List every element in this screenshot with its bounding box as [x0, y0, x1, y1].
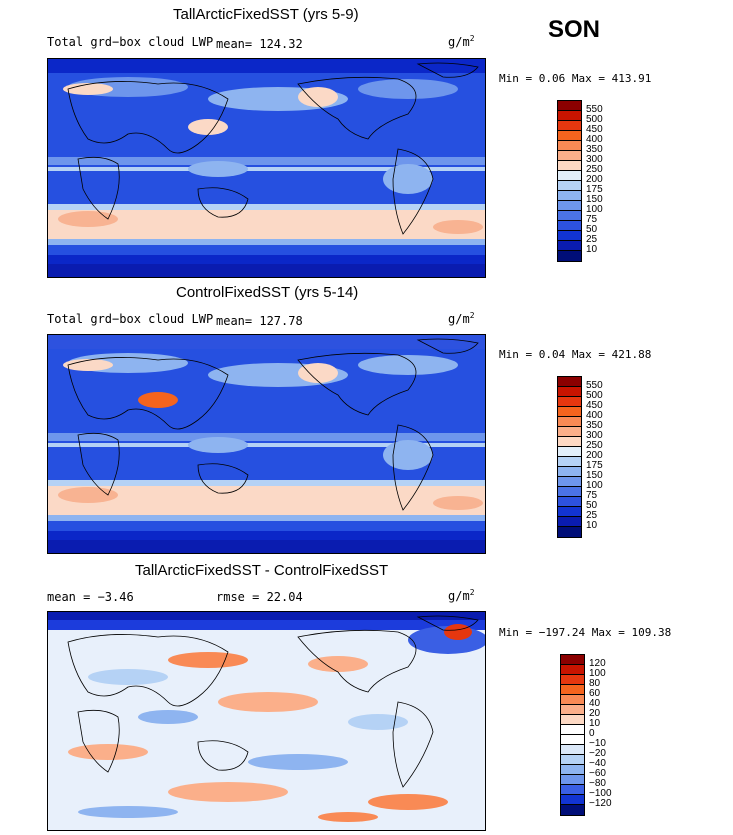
colorbar-level: −10	[589, 738, 606, 749]
panel-3-rmse-label: rmse = 22.04	[216, 590, 303, 604]
units-exponent: 2	[469, 588, 475, 597]
colorbar-level: 10	[589, 718, 601, 729]
season-label: SON	[548, 16, 601, 43]
panel-1-mean-label: mean= 124.32	[216, 37, 303, 51]
panel-2-title: ControlFixedSST (yrs 5-14)	[176, 284, 359, 301]
panel-1-variable-label: Total grd−box cloud LWP	[47, 35, 214, 49]
panel-1-title: TallArcticFixedSST (yrs 5-9)	[173, 6, 359, 23]
colorbar-level: −120	[589, 798, 612, 809]
colorbar-level: 75	[586, 214, 598, 225]
colorbar-level: 150	[586, 194, 603, 205]
colorbar-level: 50	[586, 224, 598, 235]
panel-2-minmax: Min = 0.04 Max = 421.88	[499, 348, 652, 361]
colorbar-level: 60	[589, 688, 601, 699]
panel-2-units: g/m2	[448, 311, 475, 326]
colorbar-level: 100	[589, 668, 606, 679]
colorbar-level: 20	[589, 708, 601, 719]
colorbar-level: −100	[589, 788, 612, 799]
colorbar-level: 80	[589, 678, 601, 689]
panel-3-title: TallArcticFixedSST - ControlFixedSST	[135, 562, 389, 579]
colorbar-level: 250	[586, 440, 603, 451]
units-exponent: 2	[469, 34, 475, 43]
colorbar-level: 500	[586, 390, 603, 401]
colorbar-level: −40	[589, 758, 606, 769]
colorbar-level: 120	[589, 658, 606, 669]
colorbar-level: 175	[586, 184, 603, 195]
panel-3-map	[47, 611, 486, 831]
panel-1-map	[47, 58, 486, 278]
colorbar-level: 500	[586, 114, 603, 125]
panel-3-minmax: Min = −197.24 Max = 109.38	[499, 626, 672, 639]
colorbar-level: −60	[589, 768, 606, 779]
colorbar-level: −20	[589, 748, 606, 759]
colorbar-level: 550	[586, 380, 603, 391]
colorbar-level: 10	[586, 520, 598, 531]
colorbar-level: 0	[589, 728, 595, 739]
colorbar-level: 550	[586, 104, 603, 115]
colorbar-level: 10	[586, 244, 598, 255]
units-text: g/m	[448, 35, 470, 49]
units-text: g/m	[448, 312, 470, 326]
colorbar-level: 300	[586, 154, 603, 165]
units-text: g/m	[448, 589, 470, 603]
panel-3-map-field	[48, 612, 485, 830]
panel-1-minmax: Min = 0.06 Max = 413.91	[499, 72, 652, 85]
colorbar-level: 350	[586, 420, 603, 431]
panel-1-units: g/m2	[448, 34, 475, 49]
colorbar-level: 200	[586, 174, 603, 185]
colorbar-level: 350	[586, 144, 603, 155]
colorbar-level: 25	[586, 234, 598, 245]
panel-2-colorbar	[557, 376, 582, 538]
colorbar-level: 300	[586, 430, 603, 441]
panel-1-map-field	[48, 59, 485, 277]
colorbar-level: 40	[589, 698, 601, 709]
panel-1-colorbar	[557, 100, 582, 262]
colorbar-level: 400	[586, 134, 603, 145]
colorbar-level: 75	[586, 490, 598, 501]
units-exponent: 2	[469, 311, 475, 320]
colorbar-level: 50	[586, 500, 598, 511]
colorbar-level: 450	[586, 124, 603, 135]
colorbar-level: 25	[586, 510, 598, 521]
colorbar-level: 400	[586, 410, 603, 421]
colorbar-level: −80	[589, 778, 606, 789]
colorbar-level: 100	[586, 204, 603, 215]
panel-2-variable-label: Total grd−box cloud LWP	[47, 312, 214, 326]
panel-3-mean-label: mean = −3.46	[47, 590, 134, 604]
panel-2-map	[47, 334, 486, 554]
colorbar-level: 175	[586, 460, 603, 471]
colorbar-level: 100	[586, 480, 603, 491]
colorbar-level: 200	[586, 450, 603, 461]
colorbar-level: 450	[586, 400, 603, 411]
panel-2-map-field	[48, 335, 485, 553]
panel-2-mean-label: mean= 127.78	[216, 314, 303, 328]
colorbar-level: 150	[586, 470, 603, 481]
panel-3-units: g/m2	[448, 588, 475, 603]
panel-3-colorbar	[560, 654, 585, 816]
colorbar-level: 250	[586, 164, 603, 175]
